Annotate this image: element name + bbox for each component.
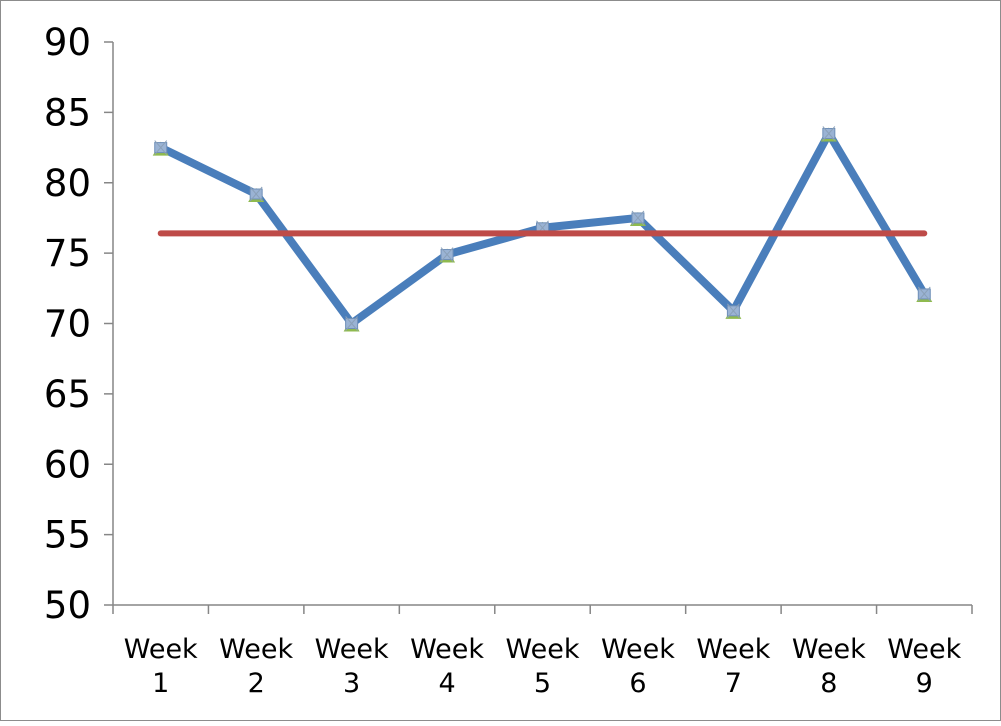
- x-tick-label-line: 6: [629, 668, 646, 699]
- x-tick-label-line: 2: [248, 668, 265, 699]
- x-tick-label-line: 4: [438, 668, 455, 699]
- x-tick-label: Week 4: [410, 634, 484, 699]
- x-tick-label-line: Week: [219, 634, 293, 665]
- x-tick-label: Week 8: [792, 634, 866, 699]
- y-tick-label: 65: [44, 373, 91, 416]
- x-tick-label: Week 1: [124, 634, 198, 699]
- x-tick-label: Week 7: [696, 634, 770, 699]
- y-tick-label: 70: [44, 303, 91, 346]
- data-point: [916, 286, 933, 302]
- x-tick-label: Week 2: [219, 634, 293, 699]
- y-tick-label: 80: [44, 162, 91, 205]
- x-tick-label-line: Week: [601, 634, 675, 665]
- data-point: [152, 140, 169, 156]
- x-tick-label-line: Week: [792, 634, 866, 665]
- x-tick-label-line: Week: [315, 634, 389, 665]
- point-cross-b: [727, 303, 740, 319]
- x-tick-label-line: Week: [506, 634, 580, 665]
- y-tick-label: 60: [44, 443, 91, 486]
- point-cross-b: [249, 186, 263, 202]
- data-point: [820, 126, 837, 142]
- x-tick-label-line: 8: [820, 668, 837, 699]
- y-tick-labels: 50 55 60 65 70 75 80 85 90: [44, 21, 91, 627]
- x-tick-label-line: 3: [343, 668, 360, 699]
- x-tick-label-line: Week: [887, 634, 961, 665]
- point-cross-b: [440, 247, 454, 262]
- y-tick-label: 90: [44, 21, 91, 64]
- point-cross-b: [631, 210, 645, 226]
- y-tick-label: 55: [44, 514, 91, 557]
- x-tick-label: Week 6: [601, 634, 675, 699]
- data-point: [248, 186, 265, 203]
- x-tick-label: Week 9: [887, 634, 961, 699]
- axes: [104, 41, 973, 614]
- x-tick-label-line: Week: [124, 634, 198, 665]
- x-tick-label-line: 5: [534, 668, 551, 699]
- point-cross-b: [822, 126, 836, 141]
- point-cross-b: [154, 140, 168, 155]
- x-tick-label-line: Week: [696, 634, 770, 665]
- x-tick-label-line: Week: [410, 634, 484, 665]
- y-tick-label: 85: [44, 91, 91, 134]
- data-point: [725, 303, 742, 319]
- y-tick-label: 75: [44, 232, 91, 275]
- y-tick-label: 50: [44, 584, 91, 627]
- data-point: [343, 316, 360, 332]
- series-group: [152, 126, 933, 332]
- data-point: [629, 210, 646, 226]
- point-cross-b: [917, 286, 931, 302]
- x-tick-label: Week 3: [315, 634, 389, 699]
- x-tick-label-line: 1: [152, 668, 169, 699]
- x-tick-label-line: 7: [725, 668, 742, 699]
- x-tick-label: Week 5: [506, 634, 580, 699]
- point-cross-b: [345, 316, 358, 331]
- x-tick-label-line: 9: [916, 668, 933, 699]
- data-point: [439, 247, 456, 263]
